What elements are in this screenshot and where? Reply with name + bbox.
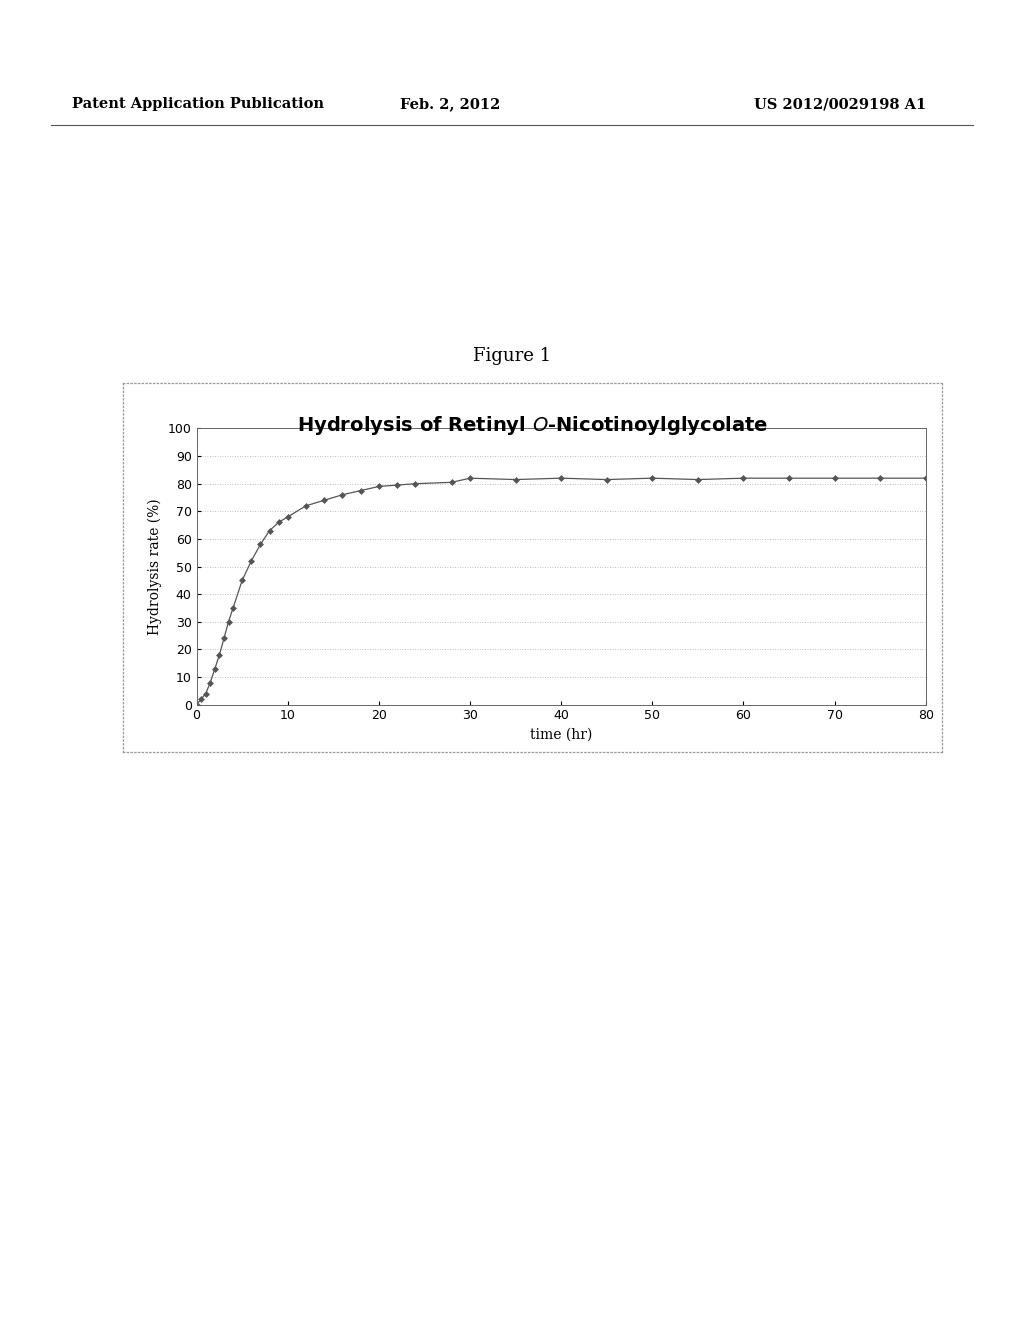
- Text: Patent Application Publication: Patent Application Publication: [72, 98, 324, 111]
- Text: Hydrolysis of Retinyl $\mathit{O}$-Nicotinoylglycolate: Hydrolysis of Retinyl $\mathit{O}$-Nicot…: [297, 414, 768, 437]
- X-axis label: time (hr): time (hr): [530, 729, 592, 742]
- Text: Feb. 2, 2012: Feb. 2, 2012: [400, 98, 501, 111]
- Text: Figure 1: Figure 1: [473, 347, 551, 366]
- Y-axis label: Hydrolysis rate (%): Hydrolysis rate (%): [147, 498, 163, 635]
- Text: US 2012/0029198 A1: US 2012/0029198 A1: [754, 98, 926, 111]
